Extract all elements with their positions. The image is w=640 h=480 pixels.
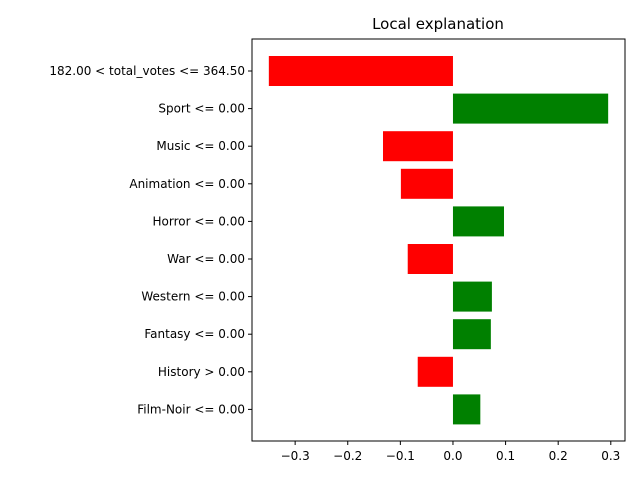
chart-title: Local explanation [372,15,504,33]
bar [452,394,481,425]
bars-group [268,56,609,425]
bar [382,131,453,162]
x-tick-label: −0.1 [386,449,415,463]
bar [400,168,453,199]
bar [417,356,453,387]
bar [452,93,609,124]
x-tick-label: 0.1 [496,449,515,463]
x-tick-label: −0.2 [333,449,362,463]
y-tick-label: Film-Noir <= 0.00 [137,402,245,416]
x-ticks-group: −0.3 −0.2 −0.1 0.0 0.1 0.2 0.3 [281,441,620,463]
y-tick-label: Animation <= 0.00 [129,177,245,191]
plot-frame [251,38,626,442]
bar [452,281,492,312]
x-tick-label: 0.0 [443,449,462,463]
bar [268,56,453,86]
x-tick-label: 0.3 [601,449,620,463]
y-tick-label: History > 0.00 [158,365,245,379]
y-tick-label: Music <= 0.00 [156,139,245,153]
y-tick-label: Fantasy <= 0.00 [144,327,245,341]
x-tick-label: 0.2 [549,449,568,463]
x-tick-label: −0.3 [281,449,310,463]
bar [452,206,504,237]
y-tick-label: Horror <= 0.00 [153,214,246,228]
y-tick-label: Western <= 0.00 [141,290,245,304]
y-tick-label: War <= 0.00 [167,252,245,266]
y-ticks-group: 182.00 < total_votes <= 364.50 Sport <= 0… [49,64,252,416]
y-tick-label: Sport <= 0.00 [158,102,245,116]
y-tick-label: 182.00 < total_votes <= 364.50 [49,64,245,78]
bar [407,244,453,274]
bar [452,319,491,350]
